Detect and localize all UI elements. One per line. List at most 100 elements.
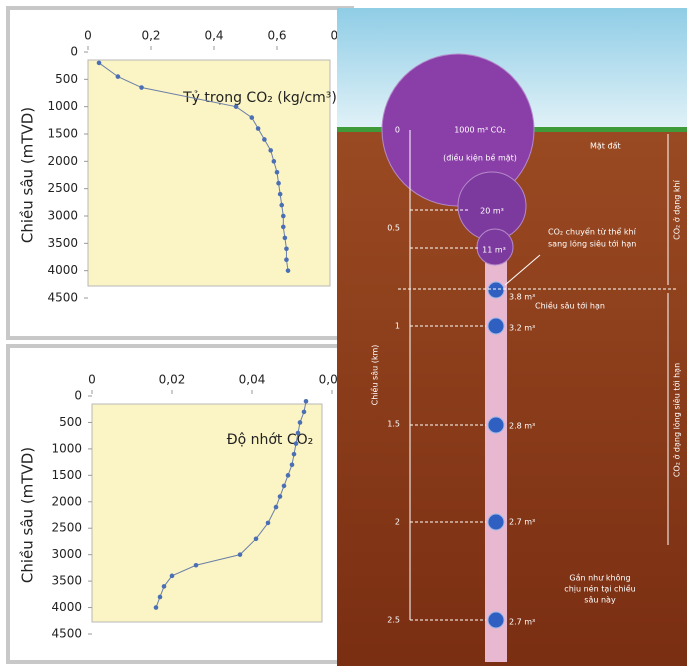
y-tick-label: 500 — [59, 415, 82, 429]
y-tick-label: 4000 — [47, 263, 78, 277]
y-tick-label: 0 — [70, 45, 78, 59]
droplet — [488, 514, 504, 530]
y-tick-label: 500 — [55, 72, 78, 86]
point — [275, 170, 280, 175]
y-tick-label: 1000 — [51, 441, 82, 455]
point — [292, 452, 297, 457]
x-tick-label: 0,4 — [204, 29, 223, 43]
point — [282, 484, 287, 489]
note: Gần như không — [569, 573, 630, 583]
point — [284, 247, 289, 252]
point — [116, 74, 121, 79]
x-tick-label: 0,04 — [239, 373, 266, 387]
x-tick-label: 0,6 — [267, 29, 286, 43]
y-tick-label: 1000 — [47, 99, 78, 113]
diagram: 0 0.5 1 1.5 2 2.5 Chiều sâu (km) 1000 m³… — [337, 8, 687, 666]
point — [139, 85, 144, 90]
y-tick-label: 2000 — [47, 154, 78, 168]
point — [162, 584, 167, 589]
y-tick-label: 4500 — [51, 627, 82, 641]
surface-label: Mặt đất — [590, 141, 621, 152]
point — [272, 159, 277, 164]
depth-tick: 0.5 — [387, 224, 400, 233]
point — [238, 552, 243, 557]
point — [304, 399, 309, 404]
point — [266, 521, 271, 526]
droplet — [488, 318, 504, 334]
point — [170, 574, 175, 579]
co2-column — [485, 250, 507, 662]
y-tick-label: 3000 — [51, 547, 82, 561]
annotation: Độ nhớt CO₂ — [227, 432, 314, 448]
point — [286, 268, 291, 273]
y-tick-label: 3000 — [47, 209, 78, 223]
volume-label: 2.7 m³ — [509, 518, 535, 527]
y-tick-label: 1500 — [51, 468, 82, 482]
note: CO₂ chuyển từ thể khí — [548, 227, 637, 237]
y-tick-label: 2500 — [51, 521, 82, 535]
volume-label: 3.8 m³ — [509, 293, 535, 302]
volume-label: 2.8 m³ — [509, 422, 535, 431]
point — [284, 257, 289, 262]
note: sang lỏng siêu tới hạn — [548, 239, 636, 250]
y-tick-label: 1500 — [47, 127, 78, 141]
droplet — [488, 282, 504, 298]
point — [290, 462, 295, 467]
note: chịu nén tại chiều — [564, 584, 635, 595]
annotation: Tỷ trọng CO₂ (kg/cm³) — [182, 90, 337, 106]
volume-label: 3.2 m³ — [509, 324, 535, 333]
point — [254, 537, 259, 542]
depth-tick: 0 — [395, 126, 400, 135]
point — [274, 505, 279, 510]
depth-tick: 1.5 — [387, 420, 400, 429]
point — [294, 441, 299, 446]
bubble-label: (điều kiện bề mặt) — [443, 153, 517, 164]
y-tick-label: 4500 — [47, 291, 78, 305]
y-axis-title: Chiều sâu (mTVD) — [19, 107, 37, 243]
axis-label: Chiều sâu (km) — [370, 345, 380, 406]
point — [234, 104, 239, 109]
bubble-label: 1000 m³ CO₂ — [454, 126, 506, 135]
y-tick-label: 2000 — [51, 494, 82, 508]
figure: 05001000150020002500300035004000450000,2… — [0, 0, 687, 666]
point — [302, 410, 307, 415]
volume-label: 20 m³ — [480, 207, 504, 216]
point — [278, 192, 283, 197]
y-tick-label: 3500 — [51, 574, 82, 588]
note: Chiều sâu tới hạn — [535, 301, 605, 312]
zone-label: CO₂ ở dạng lỏng siêu tới hạn — [672, 363, 683, 477]
point — [281, 214, 286, 219]
depth-tick: 2 — [395, 518, 400, 527]
point — [281, 225, 286, 230]
point — [286, 473, 291, 478]
point — [296, 431, 301, 436]
point — [194, 563, 199, 568]
y-axis-title: Chiều sâu (mTVD) — [19, 447, 37, 583]
droplet — [488, 417, 504, 433]
depth-tick: 2.5 — [387, 616, 400, 625]
y-tick-label: 0 — [74, 389, 82, 403]
point — [268, 148, 273, 153]
x-tick-label: 0 — [84, 29, 92, 43]
y-tick-label: 3500 — [47, 236, 78, 250]
point — [279, 203, 284, 208]
point — [298, 420, 303, 425]
point — [262, 137, 267, 142]
x-tick-label: 0 — [88, 373, 96, 387]
volume-label: 11 m³ — [482, 246, 506, 255]
point — [158, 595, 163, 600]
note: sâu này — [584, 596, 616, 605]
x-tick-label: 0,2 — [141, 29, 160, 43]
point — [278, 494, 283, 499]
y-tick-label: 2500 — [47, 181, 78, 195]
point — [256, 126, 261, 131]
droplet — [488, 612, 504, 628]
volume-label: 2.7 m³ — [509, 618, 535, 627]
point — [154, 605, 159, 610]
zone-label: CO₂ ở dạng khí — [672, 179, 683, 239]
depth-tick: 1 — [395, 322, 400, 331]
y-tick-label: 4000 — [51, 600, 82, 614]
point — [283, 236, 288, 241]
point — [276, 181, 281, 186]
point — [250, 115, 255, 120]
